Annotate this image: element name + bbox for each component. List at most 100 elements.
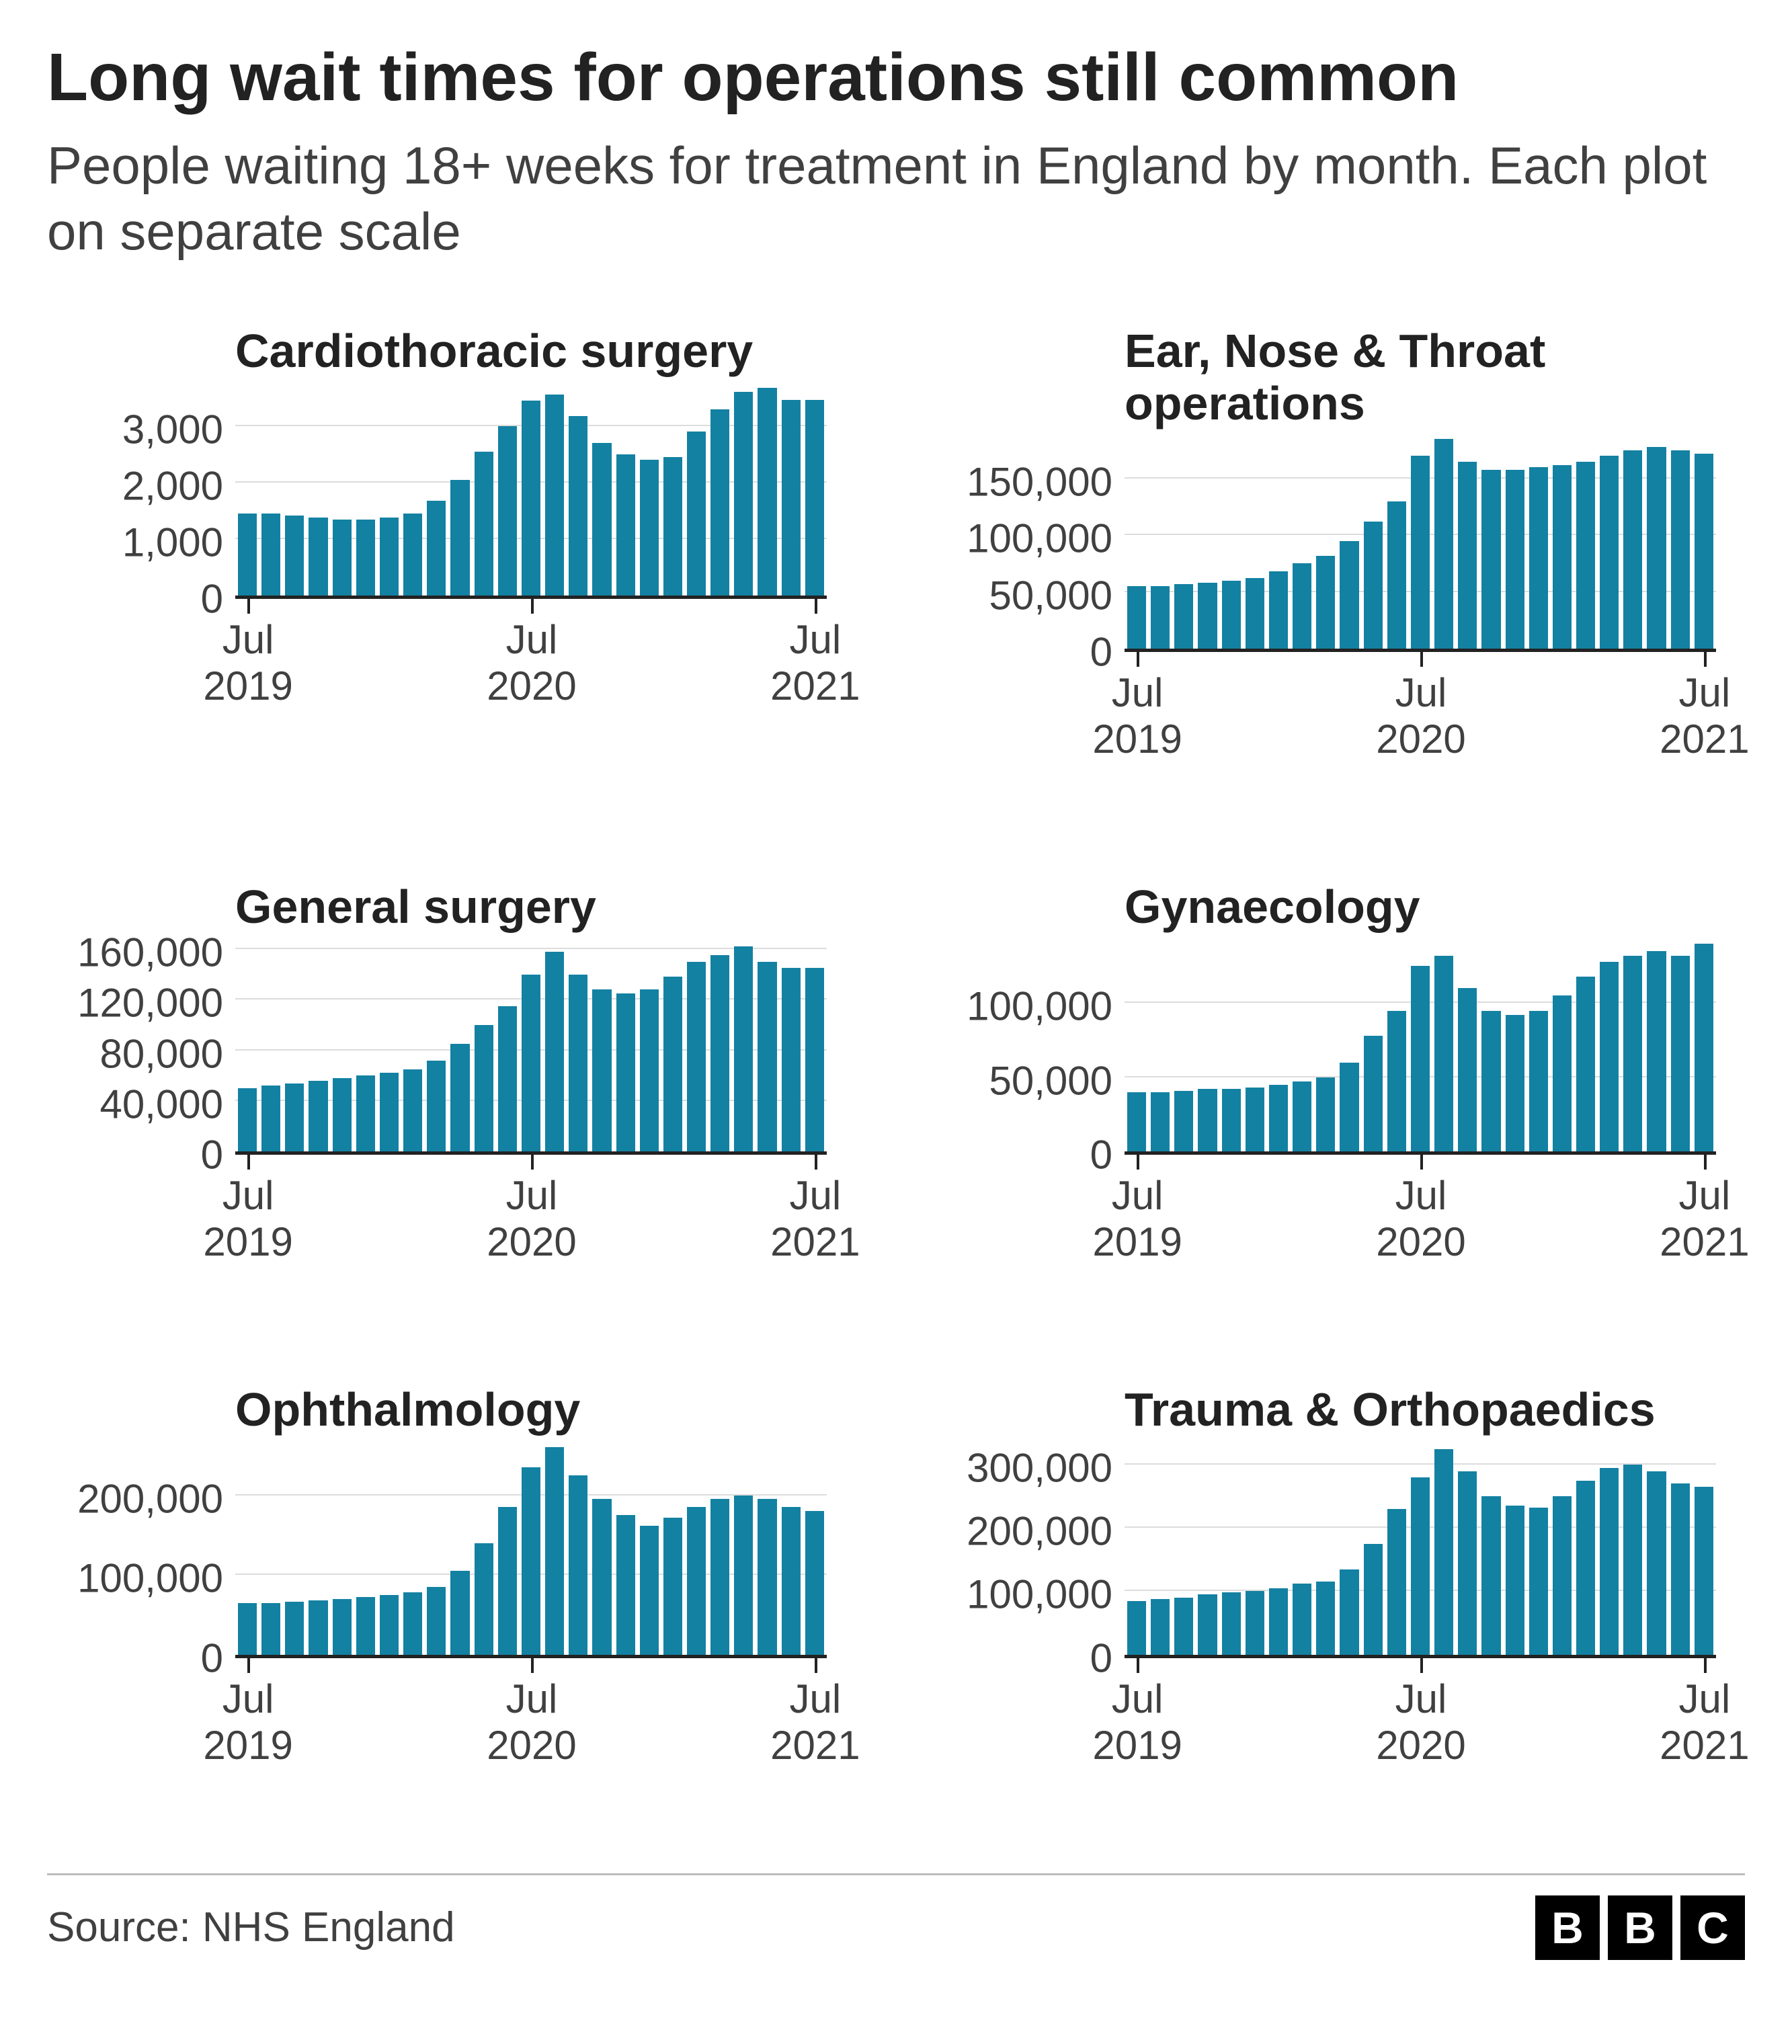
bar — [1671, 1483, 1690, 1654]
bar — [1458, 462, 1477, 649]
bar — [522, 401, 540, 596]
x-tick-mark — [1137, 652, 1139, 667]
bars-container — [1125, 940, 1716, 1151]
x-tick-mark — [815, 1155, 817, 1170]
chart-panel: Trauma & Orthopaedics0100,000200,000300,… — [936, 1383, 1745, 1792]
x-tick: Jul2021 — [1704, 1155, 1705, 1170]
bar — [1174, 584, 1193, 649]
bar — [1695, 944, 1713, 1151]
bar — [758, 962, 776, 1151]
bar — [663, 977, 682, 1151]
y-tick-label: 100,000 — [77, 1555, 223, 1602]
x-tick-mark — [247, 1658, 250, 1673]
bar — [450, 480, 469, 596]
footer: Source: NHS England BBC — [47, 1873, 1745, 1960]
x-tick-label: Jul2020 — [1376, 1676, 1465, 1768]
y-tick-label: 0 — [1090, 628, 1112, 675]
x-axis: Jul2019Jul2020Jul2021 — [1125, 1658, 1716, 1793]
bar — [356, 1597, 375, 1654]
bar — [710, 1499, 729, 1654]
bar — [592, 989, 611, 1151]
source-text: Source: NHS England — [47, 1904, 455, 1951]
y-tick-label: 3,000 — [122, 406, 223, 452]
bar — [1481, 470, 1500, 649]
y-axis: 050,000100,000150,000 — [936, 437, 1125, 652]
bar — [1411, 1477, 1430, 1655]
x-axis: Jul2019 Jul2020 Jul2021 — [1125, 1155, 1716, 1289]
bar — [640, 1526, 659, 1655]
bar — [1364, 1544, 1383, 1655]
x-axis: Jul2019Jul2020Jul2021 — [1125, 652, 1716, 786]
bar — [592, 1499, 611, 1654]
bar — [758, 388, 776, 596]
bar — [1576, 462, 1595, 649]
bar — [1576, 977, 1595, 1151]
x-tick: Jul2021 — [1704, 1658, 1705, 1673]
bar — [1623, 956, 1642, 1151]
x-tick-mark — [815, 599, 817, 614]
bars-container — [235, 1443, 827, 1655]
x-axis: Jul2019Jul2020Jul2021 — [235, 1658, 827, 1793]
x-tick-mark — [1137, 1155, 1139, 1170]
bar — [1127, 586, 1146, 649]
bar — [285, 1602, 304, 1654]
bar — [805, 1511, 824, 1654]
plot-area — [1125, 437, 1716, 652]
bar — [380, 518, 399, 596]
bar — [545, 395, 564, 596]
y-axis: 050,000100,000 — [936, 940, 1125, 1155]
y-tick-label: 0 — [1090, 1635, 1112, 1681]
y-tick-label: 2,000 — [122, 462, 223, 509]
bar — [1458, 988, 1477, 1151]
bar — [1293, 563, 1311, 648]
bar — [1434, 1449, 1453, 1655]
x-tick-mark — [1704, 652, 1707, 667]
bar — [1364, 1036, 1383, 1151]
y-tick-label: 100,000 — [967, 983, 1112, 1030]
y-axis: 0100,000200,000 — [47, 1443, 235, 1658]
bar — [710, 409, 729, 596]
bar — [427, 1061, 446, 1152]
bar — [1198, 1089, 1217, 1151]
x-tick-label: Jul2020 — [487, 1676, 576, 1768]
bar — [616, 454, 635, 596]
x-tick: Jul2020 — [1420, 1155, 1422, 1170]
x-tick: Jul2020 — [1420, 1658, 1422, 1673]
bar — [687, 1507, 706, 1654]
bar — [1387, 1509, 1406, 1654]
x-tick-label: Jul2021 — [1660, 1172, 1749, 1265]
y-tick-label: 300,000 — [967, 1445, 1112, 1491]
bar — [498, 1006, 517, 1151]
panel-title: Cardiothoracic surgery — [235, 325, 786, 377]
y-axis: 0100,000200,000300,000 — [936, 1443, 1125, 1658]
bar — [380, 1595, 399, 1655]
bar — [1246, 578, 1264, 648]
bar — [616, 993, 635, 1151]
bar — [1695, 1487, 1713, 1654]
bar — [238, 1603, 257, 1655]
bar — [1671, 956, 1690, 1151]
bar — [1316, 556, 1335, 649]
x-tick-label: Jul2019 — [203, 1676, 292, 1768]
bbc-logo: BBC — [1535, 1895, 1745, 1960]
bar — [1269, 1588, 1288, 1655]
bar — [309, 1081, 327, 1151]
bar — [285, 1084, 304, 1152]
x-tick-mark — [247, 1155, 250, 1170]
x-tick: Jul2019 — [1137, 1155, 1138, 1170]
bar — [1434, 439, 1453, 649]
bar — [1174, 1091, 1193, 1151]
x-tick-mark — [1420, 652, 1423, 667]
bar — [403, 1592, 422, 1654]
chart-panel: Cardiothoracic surgery01,0002,0003,000Ju… — [47, 325, 856, 786]
y-tick-label: 50,000 — [989, 572, 1112, 618]
bar — [1623, 1465, 1642, 1654]
bar — [285, 516, 304, 596]
bar — [261, 1086, 280, 1151]
bar — [475, 1543, 493, 1655]
bar — [1529, 1011, 1548, 1152]
bar — [1481, 1011, 1500, 1152]
x-tick-mark — [1420, 1155, 1423, 1170]
chart-panel: Ear, Nose & Throat operations050,000100,… — [936, 325, 1745, 786]
bar — [569, 1475, 587, 1655]
